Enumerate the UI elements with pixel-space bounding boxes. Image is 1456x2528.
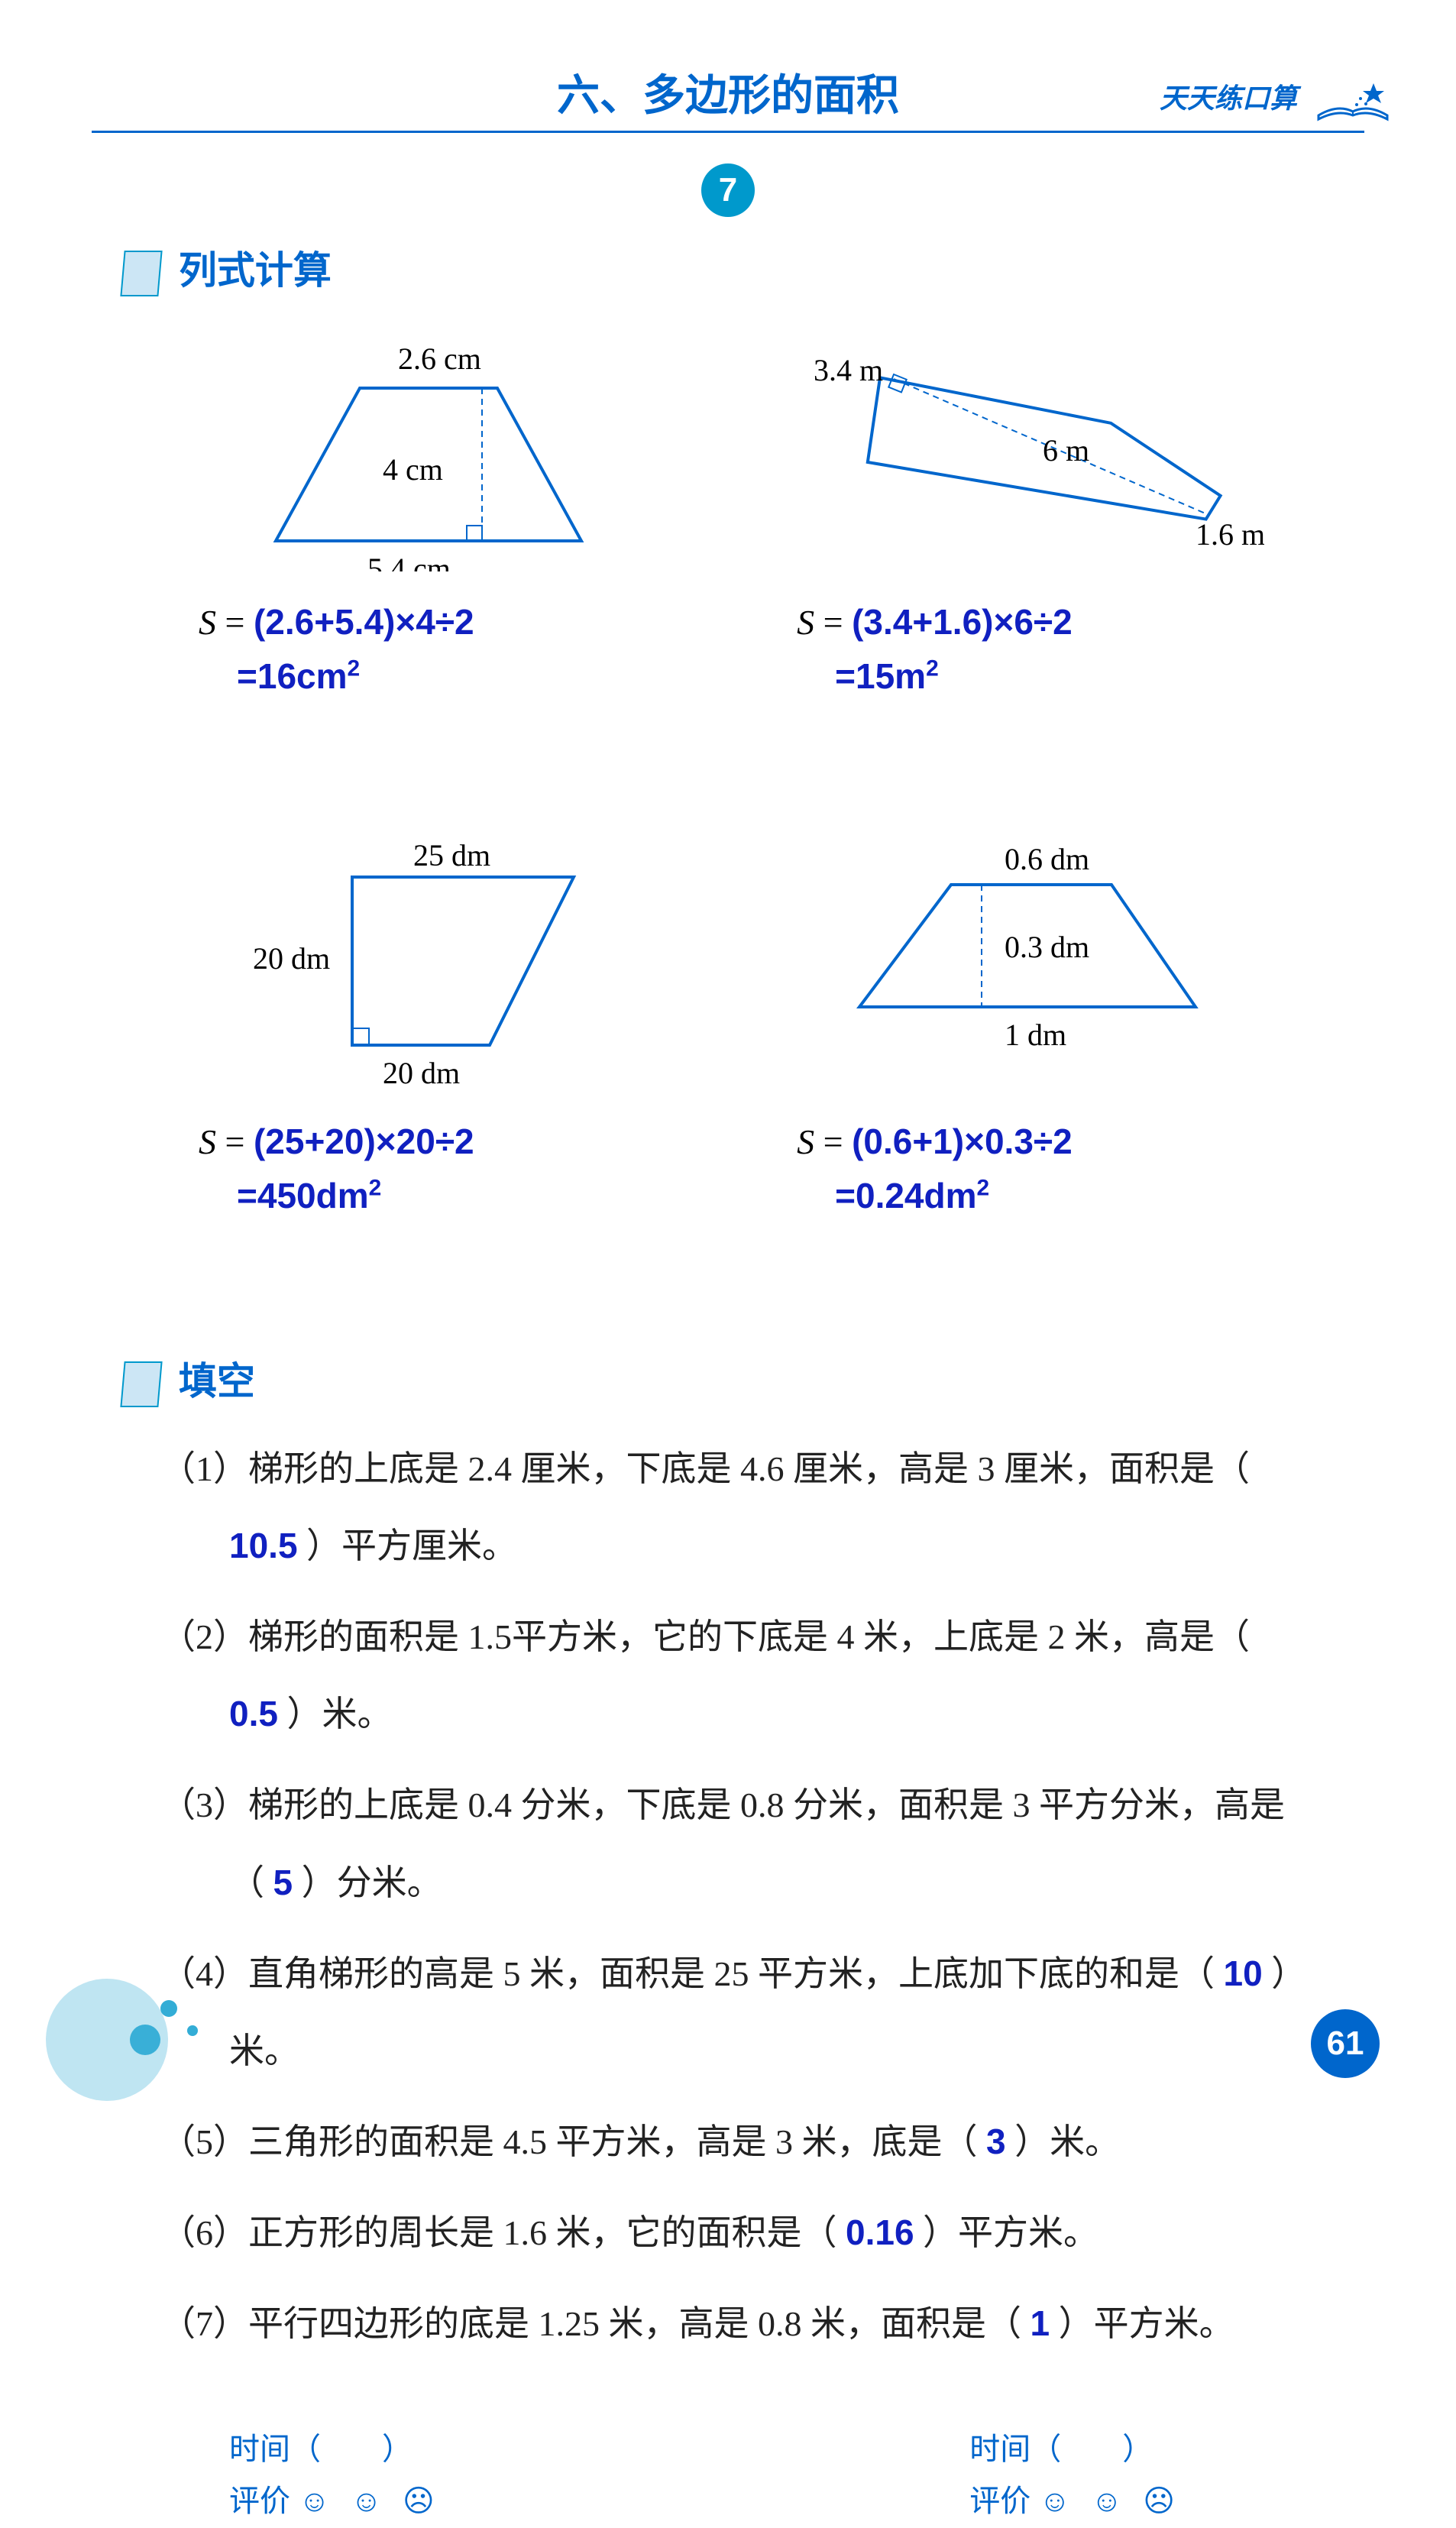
fig4-bottom-label: 1 dm bbox=[1005, 1018, 1066, 1052]
bubbles-decoration bbox=[46, 1979, 244, 2101]
page-root: 六、多边形的面积 天天练口算 7 列式计算 2.6 c bbox=[0, 0, 1456, 2139]
time-label-right: 时间（ ） bbox=[969, 2424, 1181, 2468]
section2-title: 填空 bbox=[179, 1360, 255, 1403]
fig2-top-label: 3.4 m bbox=[814, 353, 883, 387]
q7-text-a: （7）平行四边形的底是 1.25 米，高是 0.8 米，面积是（ bbox=[160, 2304, 1021, 2343]
rating-label-left: 评价 bbox=[229, 2484, 290, 2518]
fill-item-5: （5）三角形的面积是 4.5 平方米，高是 3 米，底是（ 3 ）米。 bbox=[160, 2103, 1296, 2180]
fig2-formula: (3.4+1.6)×6÷2 bbox=[852, 602, 1073, 642]
fig3-left-label: 20 dm bbox=[253, 941, 330, 976]
brand-corner: 天天练口算 bbox=[1160, 76, 1380, 123]
q1-text-b: ）平方厘米。 bbox=[306, 1526, 517, 1565]
fig4-top-label: 0.6 dm bbox=[1005, 842, 1089, 876]
figure-1: 2.6 cm 4 cm 5.4 cm bbox=[153, 327, 705, 571]
fig1-height-label: 4 cm bbox=[383, 452, 443, 487]
q5-answer: 3 bbox=[986, 2122, 1006, 2161]
fig4-sup: 2 bbox=[977, 1176, 990, 1201]
s-label: S bbox=[199, 603, 216, 642]
formula-1: S = (2.6+5.4)×4÷2 =16cm2 bbox=[153, 587, 705, 816]
footer-row: 时间（ ） 评价 ☺ ☺ ☹ 时间（ ） 评价 ☺ ☺ ☹ bbox=[229, 2424, 1273, 2528]
brand-text: 天天练口算 bbox=[1160, 83, 1297, 114]
figure-3: 25 dm 20 dm 20 dm bbox=[153, 831, 705, 1091]
fill-item-6: （6）正方形的周长是 1.6 米，它的面积是（ 0.16 ）平方米。 bbox=[160, 2194, 1296, 2271]
s-label: S bbox=[797, 1122, 814, 1161]
fig3-top-label: 25 dm bbox=[413, 838, 490, 872]
q6-text-b: ）平方米。 bbox=[923, 2213, 1098, 2252]
fill-item-4: （4）直角梯形的高是 5 米，面积是 25 平方米，上底加下底的和是（ 10 ）… bbox=[160, 1935, 1296, 2089]
formula-2: S = (3.4+1.6)×6÷2 =15m2 bbox=[751, 587, 1303, 816]
fill-item-3: （3）梯形的上底是 0.4 分米，下底是 0.8 分米，面积是 3 平方分米，高… bbox=[160, 1766, 1296, 1921]
figures-row-2: 25 dm 20 dm 20 dm 0.6 dm 0.3 dm 1 dm bbox=[153, 831, 1303, 1091]
fig4-height-label: 0.3 dm bbox=[1005, 930, 1089, 964]
fig3-formula: (25+20)×20÷2 bbox=[254, 1122, 474, 1161]
q6-answer: 0.16 bbox=[846, 2212, 914, 2252]
fill-item-2: （2）梯形的面积是 1.5平方米，它的下底是 4 米，上底是 2 米，高是（ 0… bbox=[160, 1598, 1296, 1753]
fig1-sup: 2 bbox=[348, 656, 361, 681]
q2-text-b: ）米。 bbox=[286, 1695, 392, 1733]
q1-answer: 10.5 bbox=[229, 1526, 298, 1565]
rating-emojis-left: ☺ ☺ ☹ bbox=[299, 2484, 441, 2518]
fill-item-1: （1）梯形的上底是 2.4 厘米，下底是 4.6 厘米，高是 3 厘米，面积是（… bbox=[160, 1430, 1296, 1584]
q6-text-a: （6）正方形的周长是 1.6 米，它的面积是（ bbox=[160, 2213, 837, 2252]
fill-item-7: （7）平行四边形的底是 1.25 米，高是 0.8 米，面积是（ 1 ）平方米。 bbox=[160, 2285, 1296, 2362]
q5-text-b: ）米。 bbox=[1014, 2122, 1120, 2161]
fig1-top-label: 2.6 cm bbox=[398, 341, 481, 376]
section1-header: 列式计算 bbox=[122, 240, 1364, 296]
notebook-icon bbox=[120, 1361, 162, 1407]
fig3-bottom-label: 20 dm bbox=[383, 1056, 460, 1090]
fig1-bottom-label: 5.4 cm bbox=[367, 552, 451, 571]
s-label: S bbox=[797, 603, 814, 642]
fig4-formula: (0.6+1)×0.3÷2 bbox=[852, 1122, 1073, 1161]
section1-title: 列式计算 bbox=[179, 249, 332, 292]
equals-sign: = bbox=[823, 1122, 852, 1161]
lesson-number-badge: 7 bbox=[701, 163, 755, 217]
q7-answer: 1 bbox=[1031, 2303, 1050, 2343]
section2-header: 填空 bbox=[122, 1351, 1364, 1407]
q1-text-a: （1）梯形的上底是 2.4 厘米，下底是 4.6 厘米，高是 3 厘米，面积是（ bbox=[160, 1449, 1250, 1488]
fig3-result: =450dm bbox=[237, 1176, 369, 1215]
q5-text-a: （5）三角形的面积是 4.5 平方米，高是 3 米，底是（ bbox=[160, 2122, 978, 2161]
figures-row-1: 2.6 cm 4 cm 5.4 cm 3.4 m 6 m 1.6 m bbox=[153, 327, 1303, 571]
time-label-left: 时间（ ） bbox=[229, 2424, 441, 2468]
rating-emojis-right: ☺ ☺ ☹ bbox=[1039, 2484, 1181, 2518]
equals-sign: = bbox=[225, 1122, 254, 1161]
page-number-badge: 61 bbox=[1311, 2009, 1380, 2078]
fig2-bottom-label: 1.6 m bbox=[1196, 517, 1264, 552]
q3-answer: 5 bbox=[273, 1863, 293, 1902]
q2-text-a: （2）梯形的面积是 1.5平方米，它的下底是 4 米，上底是 2 米，高是（ bbox=[160, 1617, 1250, 1656]
fig1-formula: (2.6+5.4)×4÷2 bbox=[254, 602, 474, 642]
figure-2: 3.4 m 6 m 1.6 m bbox=[751, 327, 1303, 571]
q7-text-b: ）平方米。 bbox=[1059, 2304, 1234, 2343]
fill-blank-list: （1）梯形的上底是 2.4 厘米，下底是 4.6 厘米，高是 3 厘米，面积是（… bbox=[160, 1430, 1296, 2363]
fig1-result: =16cm bbox=[237, 656, 348, 696]
equals-sign: = bbox=[225, 603, 254, 642]
fig2-height-label: 6 m bbox=[1043, 433, 1089, 468]
header-underline bbox=[92, 131, 1364, 133]
formulas-row-1: S = (2.6+5.4)×4÷2 =16cm2 S = (3.4+1.6)×6… bbox=[153, 587, 1303, 816]
equals-sign: = bbox=[823, 603, 852, 642]
q4-text-a: （4）直角梯形的高是 5 米，面积是 25 平方米，上底加下底的和是（ bbox=[160, 1954, 1215, 1993]
s-label: S bbox=[199, 1122, 216, 1161]
formula-3: S = (25+20)×20÷2 =450dm2 bbox=[153, 1106, 705, 1335]
fig2-result: =15m bbox=[835, 656, 926, 696]
fig2-sup: 2 bbox=[926, 656, 939, 681]
formulas-row-2: S = (25+20)×20÷2 =450dm2 S = (0.6+1)×0.3… bbox=[153, 1106, 1303, 1335]
footer-left: 时间（ ） 评价 ☺ ☺ ☹ bbox=[229, 2424, 441, 2528]
notebook-icon bbox=[120, 251, 162, 296]
q4-answer: 10 bbox=[1224, 1953, 1263, 1993]
rating-label-right: 评价 bbox=[969, 2484, 1031, 2518]
formula-4: S = (0.6+1)×0.3÷2 =0.24dm2 bbox=[751, 1106, 1303, 1335]
footer-right: 时间（ ） 评价 ☺ ☺ ☹ bbox=[969, 2424, 1181, 2528]
fig3-sup: 2 bbox=[369, 1176, 382, 1201]
fig4-result: =0.24dm bbox=[835, 1176, 976, 1215]
figure-4: 0.6 dm 0.3 dm 1 dm bbox=[751, 831, 1303, 1091]
book-icon bbox=[1311, 77, 1380, 123]
q3-text-b: ）分米。 bbox=[302, 1863, 442, 1902]
q2-answer: 0.5 bbox=[229, 1694, 278, 1733]
